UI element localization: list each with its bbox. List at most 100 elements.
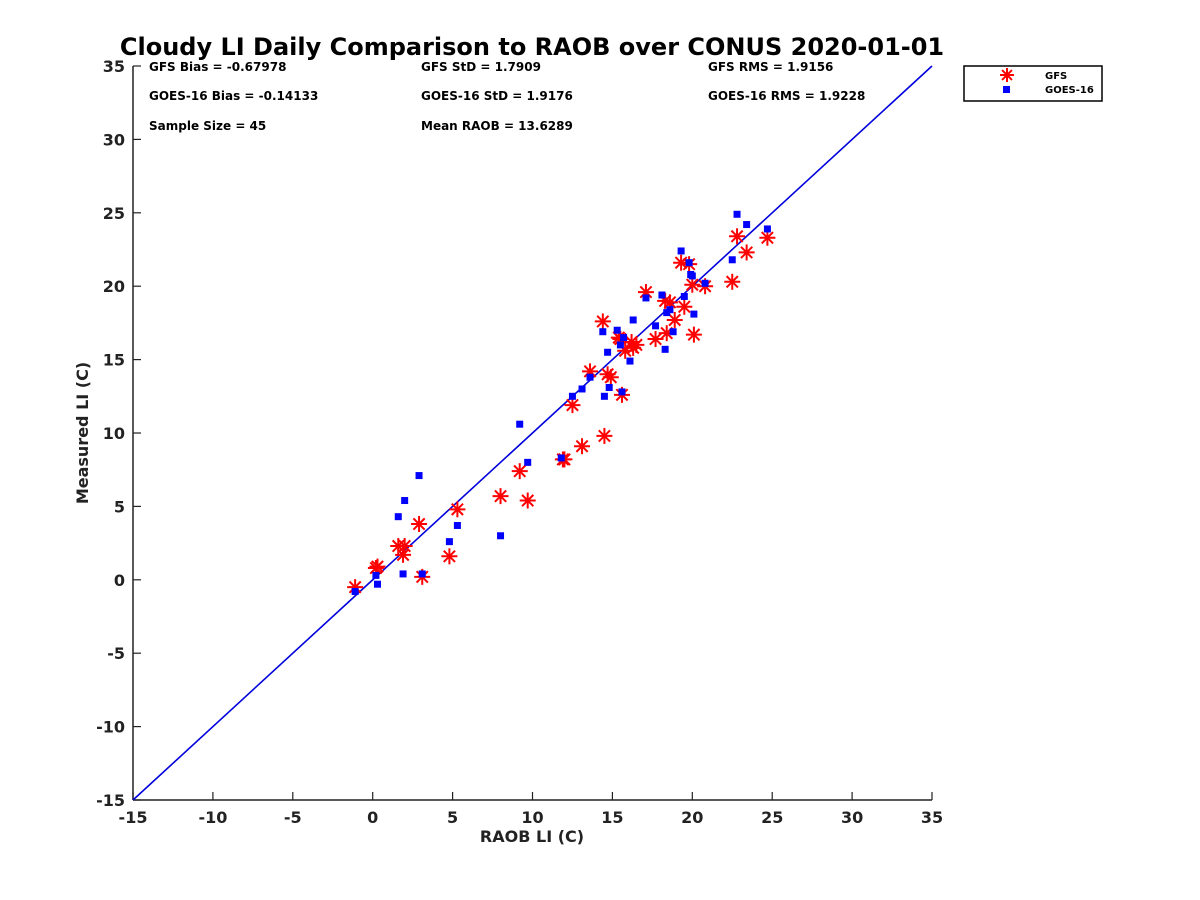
goes-16-point (605, 383, 613, 391)
stat-goes-bias: GOES-16 Bias = -0.14133 (149, 89, 318, 103)
goes-16-point (401, 497, 409, 505)
x-tick-label: 5 (447, 808, 458, 827)
y-axis-label: Measured LI (C) (73, 362, 92, 504)
gfs-point (596, 427, 613, 444)
goes-16-point (618, 388, 626, 396)
goes-16-point (373, 580, 381, 588)
gfs-point (519, 492, 536, 509)
x-tick-label: 30 (841, 808, 863, 827)
y-tick-label: 30 (103, 130, 125, 149)
y-tick-label: 5 (114, 497, 125, 516)
y-tick-label: 25 (103, 204, 125, 223)
goes-16-point (351, 588, 359, 596)
goes-16-point (666, 306, 674, 314)
goes-16-point (690, 310, 698, 318)
goes-16-point (616, 341, 624, 349)
goes-16-point (688, 272, 696, 280)
gfs-point (449, 501, 466, 518)
goes-16-point (685, 259, 693, 267)
goes-16-point (599, 328, 607, 336)
goes-16-point (415, 472, 423, 480)
goes-16-point (680, 292, 688, 300)
goes-16-point (763, 225, 771, 233)
one-to-one-line (132, 65, 933, 801)
gfs-point (511, 463, 528, 480)
goes-16-point (372, 571, 380, 579)
goes-16-point (677, 247, 685, 255)
gfs-point (666, 311, 683, 328)
goes-16-point (642, 294, 650, 302)
y-tick-label: -15 (96, 791, 125, 810)
x-tick-label: -5 (284, 808, 302, 827)
stat-sample-size: Sample Size = 45 (149, 119, 266, 133)
legend-goes-16-marker (1003, 86, 1010, 93)
gfs-point (628, 336, 645, 353)
stat-mean-raob: Mean RAOB = 13.6289 (421, 119, 573, 133)
y-tick-label: 20 (103, 277, 125, 296)
x-tick-label: -15 (119, 808, 148, 827)
goes-16-point (743, 221, 751, 229)
goes-16-point (445, 538, 453, 546)
y-tick-label: 15 (103, 351, 125, 370)
x-tick-label: 20 (681, 808, 703, 827)
y-tick-label: 35 (103, 57, 125, 76)
stat-gfs-bias: GFS Bias = -0.67978 (149, 60, 286, 74)
goes-16-point (568, 392, 576, 400)
x-tick-label: 35 (921, 808, 943, 827)
y-tick-label: 10 (103, 424, 125, 443)
gfs-point (661, 294, 678, 311)
goes-16-point (604, 348, 612, 356)
gfs-point (492, 488, 509, 505)
goes-16-point (399, 570, 407, 578)
goes-16-point (497, 532, 505, 540)
stat-goes-rms: GOES-16 RMS = 1.9228 (708, 89, 865, 103)
series-goes-16 (351, 210, 771, 596)
goes-16-point (733, 210, 741, 218)
goes-16-point (613, 326, 621, 334)
goes-16-point (394, 513, 402, 521)
x-tick-label: 0 (367, 808, 378, 827)
goes-16-point (629, 316, 637, 324)
y-tick-label: -5 (107, 644, 125, 663)
gfs-point (602, 369, 619, 386)
gfs-point (685, 326, 702, 343)
y-axis-ticks: -15 -10 -5 0 5 10 15 20 25 30 35 (96, 57, 141, 810)
gfs-point (396, 538, 413, 555)
goes-16-point (418, 570, 426, 578)
legend-box (963, 65, 1103, 102)
x-tick-label: 25 (761, 808, 783, 827)
chart-title: Cloudy LI Daily Comparison to RAOB over … (120, 33, 944, 61)
goes-16-point (453, 521, 461, 529)
gfs-point (574, 438, 591, 455)
x-tick-label: 15 (601, 808, 623, 827)
gfs-point (738, 244, 755, 261)
x-axis-label: RAOB LI (C) (480, 827, 584, 846)
gfs-point (724, 273, 741, 290)
stat-gfs-rms: GFS RMS = 1.9156 (708, 60, 833, 74)
legend-goes-16-label: GOES-16 (1045, 85, 1094, 96)
gfs-point (676, 298, 693, 315)
goes-16-point (516, 420, 524, 428)
gfs-point (647, 331, 664, 348)
gfs-point (441, 548, 458, 565)
goes-16-point (626, 357, 634, 365)
goes-16-point (524, 458, 532, 466)
goes-16-point (620, 334, 628, 342)
stat-gfs-std: GFS StD = 1.7909 (421, 60, 541, 74)
goes-16-point (600, 392, 608, 400)
reference-line-group (132, 65, 933, 801)
goes-16-point (728, 256, 736, 264)
goes-16-point (661, 345, 669, 353)
legend: GFS GOES-16 (963, 65, 1103, 102)
legend-gfs-marker (1000, 68, 1014, 82)
legend-gfs-label: GFS (1045, 71, 1067, 82)
x-axis-ticks: -15 -10 -5 0 5 10 15 20 25 30 35 (119, 792, 943, 827)
gfs-point (594, 313, 611, 330)
goes-16-point (578, 385, 586, 393)
goes-16-point (701, 279, 709, 287)
y-tick-label: -10 (96, 718, 125, 737)
goes-16-point (557, 454, 565, 462)
goes-16-point (658, 291, 666, 299)
